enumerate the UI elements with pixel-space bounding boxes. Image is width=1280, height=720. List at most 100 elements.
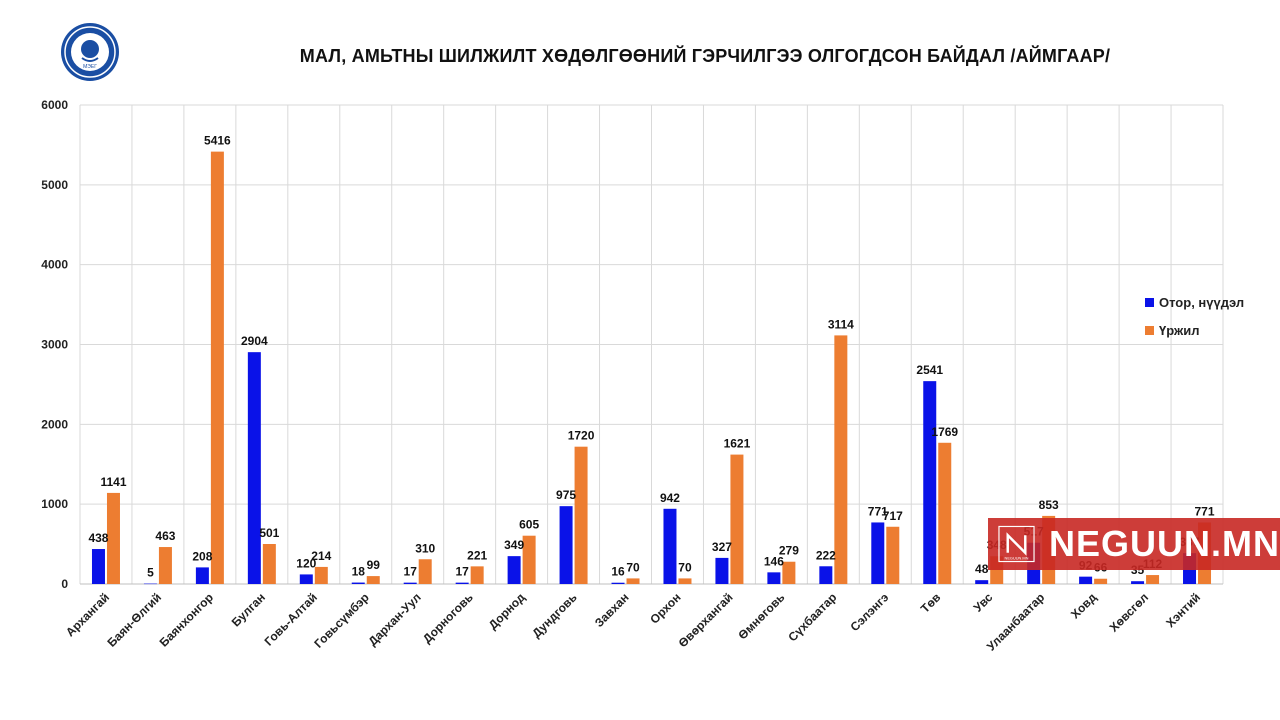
- data-label-nomadic: 2904: [241, 334, 268, 348]
- data-label-nomadic: 17: [455, 565, 469, 579]
- logo-seal: МЭЕГ: [60, 22, 120, 82]
- data-label-breeding: 310: [415, 541, 435, 555]
- bar-nomadic: [923, 381, 937, 584]
- x-tick-label: Завхан: [592, 590, 632, 630]
- legend-label-breeding: Үржил: [1159, 322, 1200, 338]
- x-tick-label: Баян-Өлгий: [104, 590, 164, 650]
- data-label-breeding: 771: [1195, 504, 1215, 518]
- bar-breeding: [366, 576, 380, 584]
- bar-breeding: [522, 535, 536, 584]
- data-label-breeding: 70: [678, 560, 692, 574]
- y-tick-label: 1000: [41, 497, 68, 511]
- data-label-breeding: 221: [467, 548, 487, 562]
- bar-nomadic: [611, 582, 625, 584]
- data-label-breeding: 99: [367, 558, 381, 572]
- bar-breeding: [886, 526, 900, 584]
- bar-nomadic: [975, 580, 989, 584]
- x-tick-label: Өмнөговь: [735, 590, 787, 642]
- seal-logo-icon: МЭЕГ: [61, 23, 119, 81]
- data-label-breeding: 279: [779, 544, 799, 558]
- bar-breeding: [678, 578, 692, 584]
- y-tick-label: 5000: [41, 178, 68, 192]
- x-tick-label: Дундговь: [529, 590, 579, 640]
- data-label-breeding: 1769: [931, 425, 958, 439]
- legend-swatch-breeding: [1145, 325, 1154, 335]
- data-label-breeding: 1720: [568, 429, 595, 443]
- bar-nomadic: [403, 582, 417, 584]
- bar-nomadic: [247, 352, 261, 584]
- bar-breeding: [470, 566, 484, 584]
- data-label-nomadic: 18: [352, 565, 366, 579]
- x-tick-label: Архангай: [63, 590, 112, 639]
- x-tick-label: Дархан-Уул: [365, 590, 423, 648]
- chart-title: МАЛ, АМЬТНЫ ШИЛЖИЛТ ХӨДӨЛГӨӨНИЙ ГЭРЧИЛГЭ…: [299, 46, 1111, 66]
- bar-nomadic: [507, 556, 521, 584]
- data-label-nomadic: 208: [192, 549, 212, 563]
- data-label-nomadic: 349: [504, 538, 524, 552]
- x-tick-label: Сэлэнгэ: [847, 590, 891, 634]
- watermark-text: NEGUUN.MN: [1049, 523, 1280, 564]
- x-tick-label: Ховд: [1068, 590, 1100, 622]
- bar-nomadic: [871, 522, 885, 584]
- legend-item-nomadic: Отор, нүүдэл: [1145, 292, 1244, 312]
- x-tick-label: Төв: [918, 590, 943, 615]
- data-label-breeding: 5416: [204, 134, 231, 148]
- y-tick-label: 0: [61, 577, 68, 591]
- bar-nomadic: [1079, 576, 1093, 584]
- bar-nomadic: [299, 574, 313, 584]
- data-label-nomadic: 16: [611, 565, 625, 579]
- bar-nomadic: [767, 572, 781, 584]
- data-label-breeding: 1621: [724, 437, 751, 451]
- x-tick-label: Хөвсгөл: [1107, 590, 1152, 635]
- data-label-breeding: 214: [311, 549, 331, 563]
- bar-nomadic: [143, 583, 157, 585]
- x-tick-label: Баянхонгор: [157, 590, 216, 649]
- x-tick-label: Говьсүмбэр: [311, 590, 372, 651]
- watermark-logo-icon: NEGUUN.MN: [998, 525, 1035, 563]
- y-tick-label: 4000: [41, 258, 68, 272]
- x-tick-label: Булган: [229, 590, 268, 629]
- bar-breeding: [314, 566, 328, 584]
- bar-breeding: [574, 446, 588, 584]
- y-tick-label: 3000: [41, 338, 68, 352]
- bar-nomadic: [1131, 581, 1145, 584]
- bar-breeding: [782, 561, 796, 584]
- bar-breeding: [158, 547, 172, 584]
- y-axis: 0 1000 2000 3000 4000 5000 6000: [41, 98, 68, 591]
- bar-breeding: [106, 492, 120, 584]
- data-label-nomadic: 222: [816, 548, 836, 562]
- y-tick-label: 6000: [41, 98, 68, 112]
- bar-breeding: [626, 578, 640, 584]
- x-tick-label: Дорнод: [486, 590, 528, 632]
- data-label-nomadic: 327: [712, 540, 732, 554]
- data-label-breeding: 605: [519, 518, 539, 532]
- x-tick-label: Хэнтий: [1163, 590, 1203, 630]
- data-label-nomadic: 5: [147, 566, 154, 580]
- x-tick-label: Дорноговь: [420, 590, 476, 646]
- bar-breeding: [1094, 578, 1108, 584]
- bar-breeding: [262, 544, 276, 584]
- data-label-breeding: 717: [883, 509, 903, 523]
- bar-breeding: [938, 442, 952, 584]
- bar-nomadic: [663, 508, 677, 584]
- chart-legend: Отор, нүүдэл Үржил: [1145, 292, 1244, 348]
- bar-breeding: [418, 559, 432, 584]
- bar-breeding: [210, 151, 224, 584]
- bar-breeding: [1146, 575, 1160, 584]
- data-label-breeding: 70: [626, 560, 640, 574]
- data-label-nomadic: 120: [296, 556, 316, 570]
- logo-text: МЭЕГ: [83, 64, 97, 70]
- data-label-breeding: 501: [259, 526, 279, 540]
- bar-breeding: [730, 454, 744, 584]
- data-label-nomadic: 975: [556, 488, 576, 502]
- data-label-breeding: 3114: [828, 317, 854, 331]
- data-label-nomadic: 438: [88, 531, 108, 545]
- data-label-nomadic: 17: [404, 565, 418, 579]
- data-label-nomadic: 942: [660, 491, 680, 505]
- data-label-nomadic: 48: [975, 562, 989, 576]
- data-label-nomadic: 2541: [916, 363, 943, 377]
- x-tick-label: Орхон: [647, 590, 683, 626]
